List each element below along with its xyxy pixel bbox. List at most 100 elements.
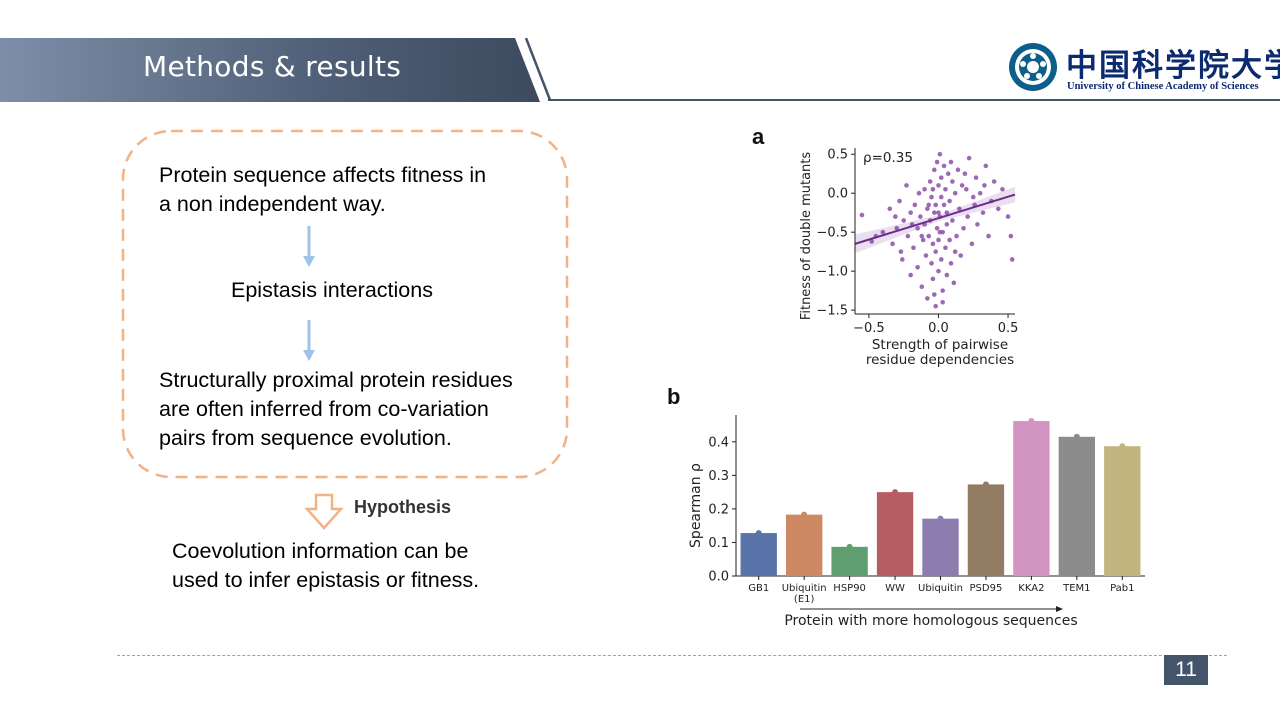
scatter-point — [943, 245, 948, 251]
scatter-point — [900, 257, 905, 262]
x-tick-label: Ubiquitin — [918, 583, 963, 594]
scatter-point — [908, 272, 913, 278]
scatter-point — [964, 187, 969, 192]
scatter-point — [991, 179, 997, 184]
bar — [1013, 421, 1050, 576]
scatter-point — [1000, 187, 1005, 192]
scatter-point — [975, 222, 980, 227]
scatter-point — [890, 241, 895, 247]
footer-dashed-line — [117, 655, 1227, 656]
scatter-point — [911, 245, 916, 251]
bar — [1058, 436, 1096, 576]
scatter-point — [980, 210, 986, 215]
university-logo-english: University of Chinese Academy of Science… — [1067, 81, 1259, 92]
scatter-point — [922, 187, 927, 192]
bar-top-marker — [1119, 443, 1126, 450]
scatter-point — [927, 179, 933, 184]
bar — [1104, 446, 1141, 576]
university-logo-chinese: 中国科学院大学 — [1066, 48, 1280, 84]
bar-top-marker — [1028, 418, 1035, 425]
scatter-point — [926, 233, 932, 239]
scatter-point — [947, 237, 952, 243]
scatter-point — [925, 296, 930, 301]
scatter-point — [940, 288, 945, 293]
y-tick-label: 0.0 — [827, 187, 848, 202]
y-tick-label: −1.0 — [816, 265, 848, 280]
scatter-point — [934, 225, 940, 231]
scatter-point — [996, 206, 1001, 212]
scatter-point — [880, 229, 886, 235]
scatter-point — [973, 175, 979, 180]
bar — [740, 533, 777, 576]
scatter-point — [966, 155, 972, 161]
scatter-point — [915, 225, 920, 231]
scatter-point — [932, 292, 937, 297]
scatter-point — [918, 214, 923, 219]
scatter-point — [961, 225, 966, 231]
scatter-point — [958, 253, 964, 258]
trend-arrowhead — [1056, 606, 1063, 612]
conclusion-text: Coevolution information can be used to i… — [172, 539, 480, 592]
scatter-point — [933, 303, 938, 309]
y-tick-label: 0.4 — [708, 435, 729, 450]
bar — [876, 492, 914, 576]
scatter-point — [941, 163, 947, 169]
scatter-point — [950, 218, 955, 223]
scatter-point — [937, 229, 943, 235]
scatter-point — [944, 222, 950, 227]
x-axis-label: Strength of pairwise — [872, 337, 1008, 353]
scatter-point — [925, 206, 930, 212]
flow-step-3: Structurally proximal protein residues a… — [159, 368, 513, 450]
scatter-point — [887, 206, 893, 212]
scatter-point — [1008, 233, 1014, 239]
page-number: 11 — [1164, 655, 1208, 685]
scatter-point — [959, 183, 965, 188]
correlation-annotation: ρ=0.35 — [863, 150, 913, 166]
y-tick-label: 0.1 — [708, 536, 729, 551]
scatter-point — [916, 190, 922, 196]
scatter-point — [915, 264, 920, 270]
scatter-point — [930, 276, 936, 282]
scatter-point — [957, 206, 962, 212]
scatter-point — [919, 284, 925, 290]
scatter-point — [944, 210, 950, 215]
x-tick-label: Ubiquitin — [782, 583, 827, 594]
scatter-point — [1009, 257, 1015, 262]
header-accent-slash — [524, 38, 552, 101]
x-tick-label: WW — [885, 583, 905, 594]
scatter-point — [937, 151, 943, 157]
x-axis-label: residue dependencies — [866, 352, 1014, 368]
bar-top-marker — [846, 543, 853, 550]
y-tick-label: 0.5 — [827, 148, 848, 163]
scatter-chart: −0.5 0.0 0.5 0.5 0.0 −0.5 −1.0 −1.5 ρ=0.35 Streng… — [799, 148, 1018, 368]
scatter-point — [932, 210, 937, 215]
scatter-point — [929, 261, 934, 266]
scatter-point — [938, 194, 944, 200]
scatter-point — [951, 280, 957, 286]
scatter-point — [940, 300, 945, 305]
hollow-down-arrow-icon — [304, 493, 344, 530]
bar — [831, 546, 868, 576]
university-emblem-icon — [1009, 43, 1057, 91]
bar-top-marker — [982, 481, 989, 488]
x-tick-label: (E1) — [794, 594, 815, 605]
scatter-point — [983, 163, 989, 169]
scatter-point — [869, 239, 874, 244]
bar — [785, 514, 823, 576]
scatter-point — [982, 183, 987, 188]
down-arrow-icon — [303, 320, 315, 361]
scatter-point — [945, 171, 951, 177]
x-tick-label: HSP90 — [833, 583, 866, 594]
scatter-point — [962, 171, 968, 177]
scatter-point — [969, 241, 975, 247]
scatter-point — [944, 272, 950, 278]
x-tick-label: TEM1 — [1062, 583, 1090, 594]
x-tick-label: GB1 — [748, 583, 769, 594]
flow-dashed-box — [121, 129, 569, 479]
bar — [967, 484, 1005, 576]
scatter-point — [936, 268, 941, 274]
x-axis-label: Protein with more homologous sequences — [784, 613, 1077, 629]
scatter-point — [894, 225, 900, 231]
y-tick-label: 0.3 — [708, 469, 729, 484]
